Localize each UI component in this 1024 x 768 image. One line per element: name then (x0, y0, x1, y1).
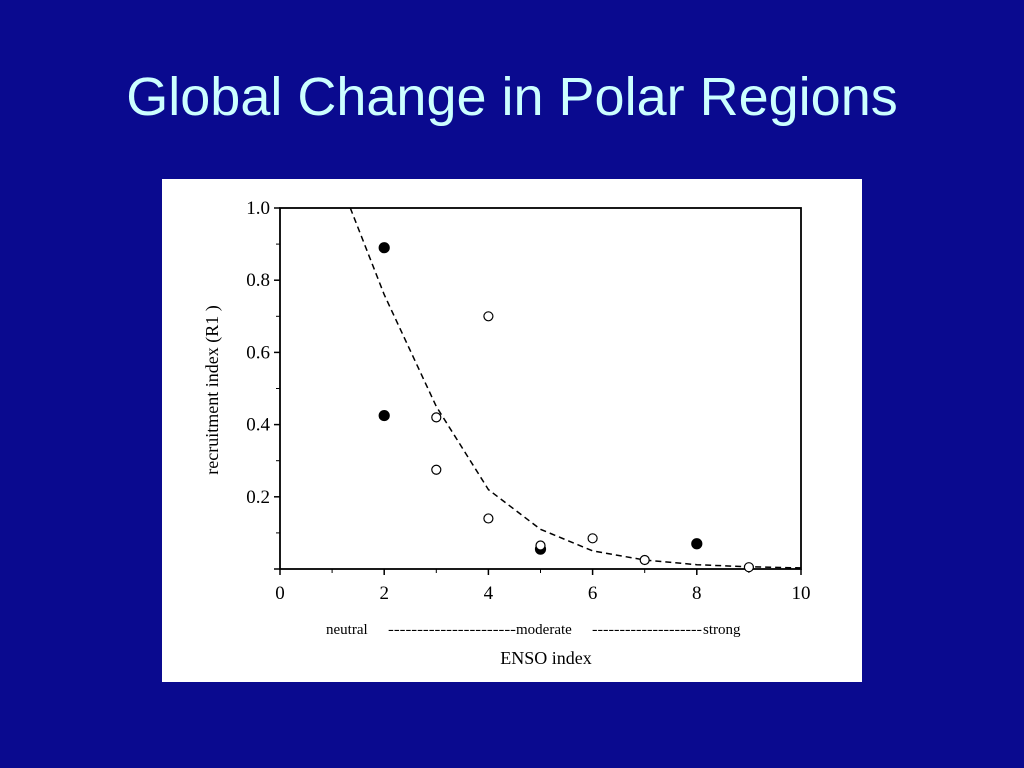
slide-title: Global Change in Polar Regions (126, 67, 898, 127)
enso-scale: neutral ---------------------- moderate … (326, 622, 741, 638)
data-point-open (535, 540, 546, 551)
data-point-open (431, 464, 442, 475)
x-tick-label: 2 (379, 583, 389, 604)
data-point-filled (378, 409, 390, 422)
x-tick-label: 4 (484, 583, 494, 604)
data-point-open (743, 562, 755, 573)
y-axis-label: recruitment index (R1 ) (202, 305, 223, 474)
scale-dashes-2: -------------------- (592, 622, 702, 638)
data-point-open (431, 412, 442, 423)
scatter-chart: 0 2 4 6 8 10 0.2 0.4 0.6 0.8 1.0 recruitment index… (202, 198, 811, 668)
x-axis-label: ENSO index (500, 648, 592, 668)
fit-curve (349, 208, 801, 569)
scale-label-neutral: neutral (326, 622, 368, 638)
data-point-filled (691, 538, 703, 550)
x-tick-label: 10 (792, 583, 811, 604)
y-tick-label: 0.8 (246, 270, 270, 291)
y-tick-label: 0.6 (246, 342, 270, 363)
x-tick-label: 8 (692, 583, 702, 604)
y-tick-label: 0.2 (246, 487, 270, 508)
y-tick-label: 1.0 (246, 198, 270, 219)
axes: 0 2 4 6 8 10 0.2 0.4 0.6 0.8 1.0 (246, 198, 810, 604)
plot-frame (279, 207, 802, 570)
chart-marks (349, 208, 801, 573)
data-point-open (587, 533, 598, 544)
scale-dashes-1: ---------------------- (388, 622, 516, 638)
data-point-open (483, 311, 494, 322)
y-tick-label: 0.4 (246, 415, 270, 436)
data-point-open (639, 554, 650, 566)
data-point-filled (378, 242, 390, 254)
chart-panel: 0 2 4 6 8 10 0.2 0.4 0.6 0.8 1.0 recruitment index… (162, 179, 862, 682)
scale-label-strong: strong (703, 622, 741, 638)
scale-label-moderate: moderate (516, 622, 572, 638)
x-tick-label: 6 (588, 583, 598, 604)
data-point-open (483, 513, 494, 524)
x-tick-label: 0 (275, 583, 285, 604)
